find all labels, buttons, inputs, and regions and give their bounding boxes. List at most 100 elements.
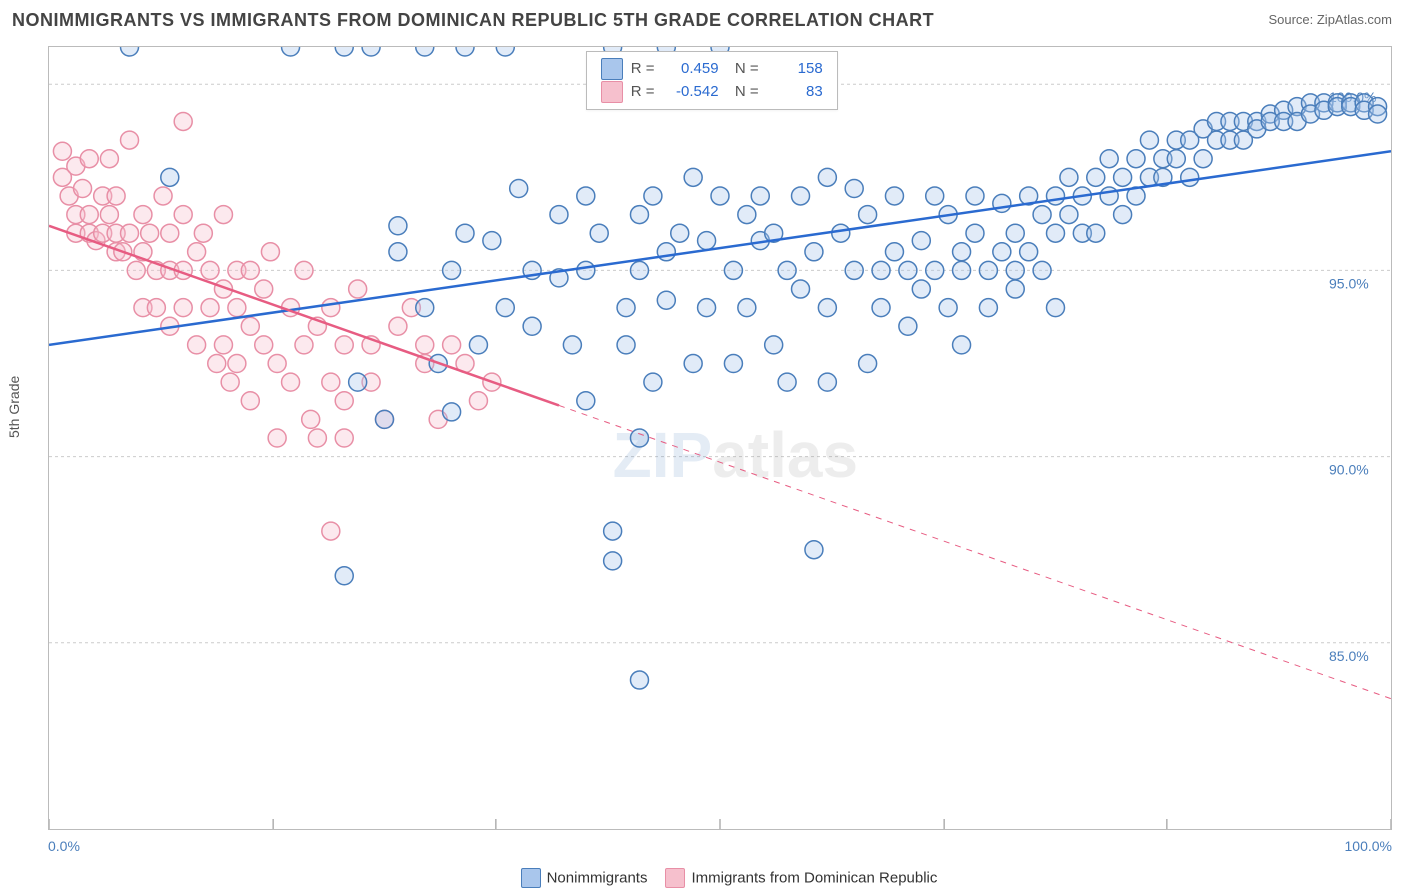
data-point-nonimmigrants xyxy=(630,429,648,447)
data-point-nonimmigrants xyxy=(953,336,971,354)
data-point-nonimmigrants xyxy=(1369,105,1387,123)
legend-swatch-nonimmigrants xyxy=(521,868,541,888)
data-point-nonimmigrants xyxy=(912,280,930,298)
data-point-nonimmigrants xyxy=(1033,206,1051,224)
data-point-nonimmigrants xyxy=(349,373,367,391)
data-point-nonimmigrants xyxy=(1006,261,1024,279)
stat-n-label: N = xyxy=(727,58,759,81)
x-axis-min-label: 0.0% xyxy=(48,838,80,854)
data-point-nonimmigrants xyxy=(1194,150,1212,168)
data-point-nonimmigrants xyxy=(604,552,622,570)
data-point-nonimmigrants xyxy=(778,373,796,391)
trend-line-extrapolated-immigrants xyxy=(559,405,1391,698)
data-point-immigrants xyxy=(295,261,313,279)
data-point-nonimmigrants xyxy=(778,261,796,279)
stat-n-value: 83 xyxy=(767,81,823,104)
data-point-nonimmigrants xyxy=(1060,206,1078,224)
data-point-nonimmigrants xyxy=(711,187,729,205)
data-point-nonimmigrants xyxy=(657,291,675,309)
data-point-immigrants xyxy=(261,243,279,261)
data-point-nonimmigrants xyxy=(885,187,903,205)
source-name: ZipAtlas.com xyxy=(1317,12,1392,27)
data-point-immigrants xyxy=(308,429,326,447)
swatch-immigrants xyxy=(601,81,623,103)
trend-line-immigrants xyxy=(49,226,559,406)
data-point-nonimmigrants xyxy=(966,187,984,205)
x-axis: 0.0% 100.0% NonimmigrantsImmigrants from… xyxy=(48,830,1392,892)
data-point-nonimmigrants xyxy=(617,299,635,317)
data-point-nonimmigrants xyxy=(456,224,474,242)
data-point-nonimmigrants xyxy=(1100,187,1118,205)
data-point-nonimmigrants xyxy=(684,355,702,373)
data-point-nonimmigrants xyxy=(845,261,863,279)
data-point-immigrants xyxy=(443,336,461,354)
plot-area: R =0.459 N =158R =-0.542 N =83 85.0%90.0… xyxy=(48,46,1392,830)
data-point-nonimmigrants xyxy=(335,47,353,56)
data-point-nonimmigrants xyxy=(792,187,810,205)
chart-title: NONIMMIGRANTS VS IMMIGRANTS FROM DOMINIC… xyxy=(12,10,934,31)
data-point-immigrants xyxy=(322,373,340,391)
data-point-nonimmigrants xyxy=(738,299,756,317)
data-point-nonimmigrants xyxy=(805,243,823,261)
data-point-immigrants xyxy=(221,373,239,391)
data-point-nonimmigrants xyxy=(926,187,944,205)
data-point-nonimmigrants xyxy=(859,355,877,373)
data-point-nonimmigrants xyxy=(698,232,716,250)
data-point-nonimmigrants xyxy=(604,522,622,540)
data-point-nonimmigrants xyxy=(979,299,997,317)
data-point-nonimmigrants xyxy=(1087,224,1105,242)
scatter-plot: 85.0%90.0%95.0%100.0%ZIPatlas xyxy=(49,47,1391,829)
data-point-nonimmigrants xyxy=(550,206,568,224)
data-point-immigrants xyxy=(80,150,98,168)
data-point-nonimmigrants xyxy=(765,336,783,354)
data-point-nonimmigrants xyxy=(335,567,353,585)
data-point-nonimmigrants xyxy=(644,187,662,205)
data-point-immigrants xyxy=(127,261,145,279)
data-point-immigrants xyxy=(201,261,219,279)
data-point-immigrants xyxy=(121,131,139,149)
stat-r-label: R = xyxy=(631,81,655,104)
data-point-nonimmigrants xyxy=(1114,206,1132,224)
data-point-nonimmigrants xyxy=(282,47,300,56)
swatch-nonimmigrants xyxy=(601,58,623,80)
data-point-immigrants xyxy=(134,206,152,224)
data-point-nonimmigrants xyxy=(362,47,380,56)
data-point-nonimmigrants xyxy=(630,261,648,279)
data-point-nonimmigrants xyxy=(1047,187,1065,205)
data-point-nonimmigrants xyxy=(1140,131,1158,149)
data-point-nonimmigrants xyxy=(792,280,810,298)
data-point-nonimmigrants xyxy=(818,299,836,317)
data-point-nonimmigrants xyxy=(885,243,903,261)
data-point-immigrants xyxy=(208,355,226,373)
data-point-immigrants xyxy=(228,299,246,317)
source-prefix: Source: xyxy=(1268,12,1316,27)
data-point-nonimmigrants xyxy=(724,261,742,279)
data-point-nonimmigrants xyxy=(832,224,850,242)
data-point-nonimmigrants xyxy=(644,373,662,391)
stat-n-label: N = xyxy=(727,81,759,104)
legend-swatch-immigrants xyxy=(665,868,685,888)
data-point-nonimmigrants xyxy=(1033,261,1051,279)
data-point-immigrants xyxy=(241,392,259,410)
stat-r-value: -0.542 xyxy=(663,81,719,104)
data-point-nonimmigrants xyxy=(577,261,595,279)
data-point-nonimmigrants xyxy=(389,217,407,235)
data-point-nonimmigrants xyxy=(590,224,608,242)
data-point-nonimmigrants xyxy=(926,261,944,279)
data-point-immigrants xyxy=(295,336,313,354)
data-point-nonimmigrants xyxy=(577,187,595,205)
data-point-immigrants xyxy=(201,299,219,317)
data-point-nonimmigrants xyxy=(939,299,957,317)
data-point-nonimmigrants xyxy=(845,180,863,198)
data-point-nonimmigrants xyxy=(1087,168,1105,186)
data-point-nonimmigrants xyxy=(818,373,836,391)
data-point-nonimmigrants xyxy=(657,243,675,261)
data-point-nonimmigrants xyxy=(496,47,514,56)
data-point-nonimmigrants xyxy=(953,261,971,279)
data-point-immigrants xyxy=(53,142,71,160)
data-point-nonimmigrants xyxy=(872,261,890,279)
data-point-nonimmigrants xyxy=(443,403,461,421)
data-point-nonimmigrants xyxy=(161,168,179,186)
data-point-nonimmigrants xyxy=(1047,224,1065,242)
data-point-immigrants xyxy=(121,224,139,242)
